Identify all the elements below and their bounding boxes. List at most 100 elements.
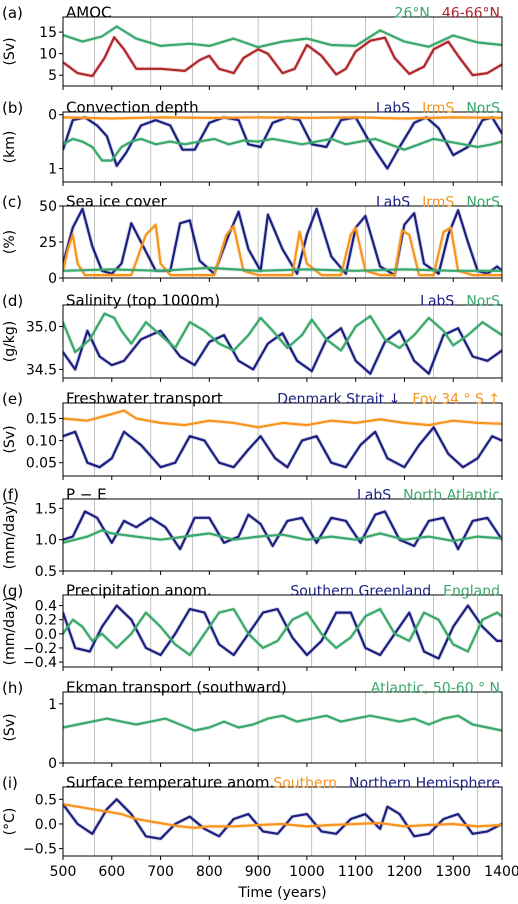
data-point	[238, 119, 240, 121]
data-point	[120, 330, 123, 332]
data-point	[233, 818, 235, 820]
axes-frame	[62, 16, 503, 87]
data-point	[379, 265, 381, 268]
data-point	[174, 462, 176, 464]
data-point	[442, 330, 445, 332]
data-point	[320, 274, 323, 276]
data-point	[359, 542, 362, 544]
data-point	[233, 422, 235, 424]
data-point	[350, 818, 352, 820]
data-point	[296, 273, 298, 275]
plot-area	[63, 797, 502, 841]
y-tick-label: 0	[48, 108, 57, 124]
data-point	[203, 828, 206, 830]
data-point	[452, 344, 454, 346]
data-point	[428, 317, 430, 319]
data-point	[486, 830, 488, 832]
data-point	[86, 420, 88, 422]
data-point	[298, 119, 301, 121]
data-point	[364, 615, 367, 617]
data-point	[257, 274, 259, 276]
data-point	[442, 517, 445, 519]
data-point	[84, 274, 86, 276]
data-point	[208, 825, 210, 828]
data-point	[408, 612, 410, 614]
data-point	[364, 215, 367, 217]
series-band-0	[63, 797, 502, 841]
data-point	[120, 263, 123, 265]
data-point	[345, 520, 347, 522]
data-point	[194, 149, 196, 151]
data-point	[403, 224, 406, 226]
data-point	[116, 25, 118, 28]
data-point	[96, 124, 98, 127]
data-point	[428, 373, 430, 375]
data-point	[98, 466, 101, 468]
data-point	[247, 248, 249, 250]
data-point	[130, 141, 132, 143]
data-point	[398, 813, 401, 815]
axes-frame	[62, 111, 503, 183]
data-point	[106, 135, 108, 137]
data-point	[316, 542, 318, 544]
y-axis-label: (km)	[2, 131, 18, 164]
data-point	[86, 535, 88, 538]
data-point	[233, 539, 235, 541]
data-point	[111, 273, 113, 275]
data-point	[408, 73, 410, 75]
panel-title: Freshwater transport	[66, 390, 223, 408]
data-point	[228, 234, 230, 236]
data-point	[486, 273, 488, 275]
data-point	[225, 234, 228, 236]
data-point	[267, 343, 269, 345]
y-tick-label: 1	[48, 162, 57, 178]
data-point	[257, 48, 259, 50]
data-point	[311, 319, 313, 321]
data-point	[218, 68, 220, 70]
data-point	[467, 146, 469, 148]
data-point	[452, 540, 454, 542]
data-point	[135, 526, 137, 528]
data-point	[91, 146, 93, 148]
data-point	[159, 334, 162, 336]
data-point	[74, 647, 76, 649]
data-point	[91, 640, 93, 642]
data-point	[403, 825, 406, 828]
y-axis-label: (g/kg)	[2, 321, 18, 363]
data-point	[379, 828, 381, 830]
data-point	[486, 274, 488, 276]
y-tick-label: 0.15	[26, 411, 57, 427]
data-point	[194, 517, 196, 519]
data-point	[398, 347, 401, 349]
y-axis-label: (mm/day)	[2, 597, 18, 666]
data-point	[330, 824, 332, 826]
data-point	[106, 718, 108, 720]
data-point	[135, 818, 137, 820]
legend-entry: Fov 34 ° S ↑	[412, 392, 500, 408]
data-point	[72, 119, 74, 121]
data-point	[306, 44, 308, 46]
data-point	[184, 535, 186, 538]
data-point	[103, 312, 106, 315]
data-point	[325, 715, 327, 717]
plot-area	[63, 206, 502, 278]
plot-area	[63, 509, 502, 552]
data-point	[189, 321, 191, 323]
data-point	[306, 117, 308, 119]
data-point	[135, 723, 137, 726]
data-point	[442, 334, 445, 336]
data-point	[174, 823, 176, 825]
series-line-1	[63, 409, 502, 429]
data-point	[145, 321, 147, 323]
data-point	[437, 657, 440, 660]
data-point	[294, 68, 296, 70]
data-point	[257, 46, 259, 48]
data-point	[467, 650, 469, 653]
data-point	[428, 824, 430, 826]
legend-entry: Southern Greenland	[290, 584, 431, 600]
data-point	[145, 612, 147, 614]
data-point	[316, 141, 318, 143]
data-point	[437, 273, 440, 275]
data-point	[379, 418, 381, 420]
data-point	[345, 68, 347, 70]
